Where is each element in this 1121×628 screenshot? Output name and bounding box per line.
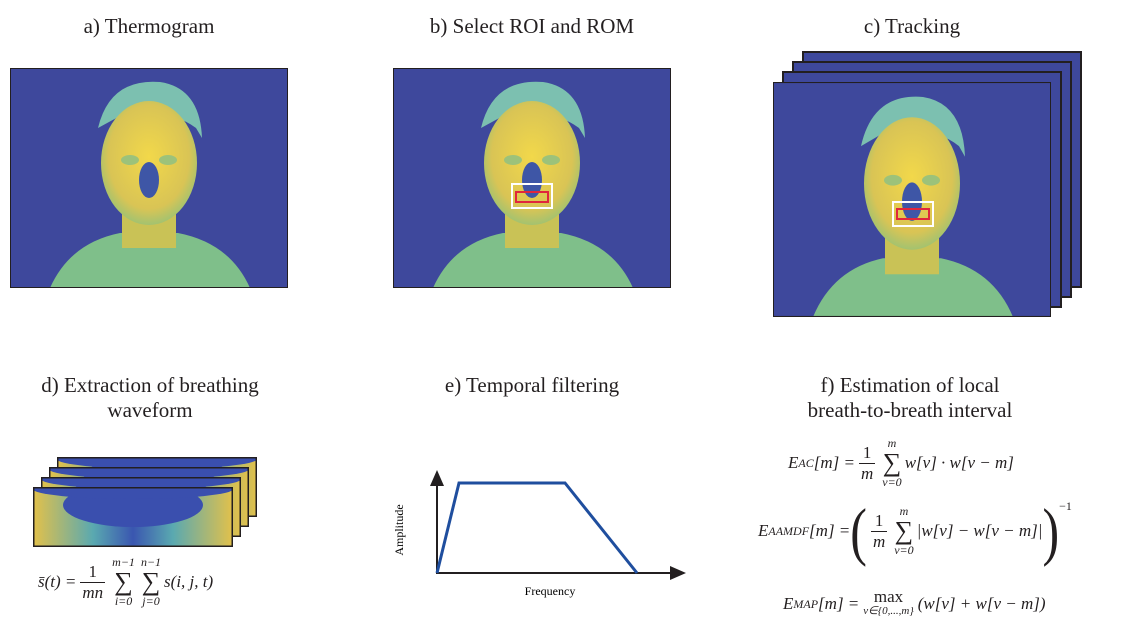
- panel-title: d) Extraction of breathing waveform: [25, 373, 275, 423]
- bracket: (: [850, 499, 867, 564]
- panel-title: e) Temporal filtering: [412, 373, 652, 398]
- denominator: mn: [80, 582, 105, 603]
- sum: m∑v=0: [882, 437, 901, 489]
- sum-sign: ∑: [142, 569, 161, 595]
- arrow: [670, 566, 686, 580]
- subscript: MAP: [793, 597, 818, 612]
- denominator: m: [859, 463, 875, 484]
- formula-term: [m] =: [814, 453, 855, 473]
- y-axis-label: Amplitude: [392, 504, 406, 555]
- formula-term: E: [788, 453, 798, 473]
- panel-title: c) Tracking: [812, 14, 1012, 39]
- formula-term: |w[v] − w[v − m]|: [917, 521, 1043, 541]
- operator: max: [874, 590, 903, 604]
- filter-response: [437, 483, 637, 573]
- sum-sign: ∑: [114, 569, 133, 595]
- panel-title: b) Select ROI and ROM: [382, 14, 682, 39]
- formula-term: E: [758, 521, 768, 541]
- thermogram: [773, 82, 1051, 317]
- sum-sign: ∑: [895, 518, 914, 544]
- formula-term: E: [783, 594, 793, 614]
- denominator: m: [871, 531, 887, 552]
- figure: Amplitude Frequency a) Thermogram b) Sel…: [0, 0, 1121, 628]
- panel-title: f) Estimation of local breath-to-breath …: [790, 373, 1030, 423]
- sum-bottom: i=0: [115, 595, 132, 608]
- sum-bottom: v=0: [894, 544, 913, 557]
- sum-bottom: j=0: [142, 595, 159, 608]
- exponent: −1: [1059, 499, 1072, 514]
- sum-sign: ∑: [883, 450, 902, 476]
- subscript: AAMDF: [768, 524, 809, 539]
- numerator: 1: [863, 443, 872, 463]
- formula-term: s̄(t) =: [38, 572, 76, 592]
- sum: m∑v=0: [894, 505, 913, 557]
- sum: n−1∑j=0: [141, 556, 161, 608]
- arrow: [430, 470, 444, 486]
- formula-term: s(i, j, t): [164, 572, 213, 592]
- panel-title: a) Thermogram: [49, 14, 249, 39]
- thermogram: [393, 68, 671, 288]
- numerator: 1: [89, 562, 98, 582]
- x-axis-label: Frequency: [525, 584, 576, 598]
- subscript: AC: [798, 456, 813, 471]
- sum: m−1∑i=0: [112, 556, 135, 608]
- operator-limit: v∈{0,...,m}: [863, 604, 913, 618]
- formula-term: (w[v] + w[v − m]): [918, 594, 1046, 614]
- formula-term: [m] =: [809, 521, 850, 541]
- formula-term: [m] =: [818, 594, 859, 614]
- bracket: ): [1042, 499, 1059, 564]
- formula-term: w[v] · w[v − m]: [905, 453, 1014, 473]
- strip: [33, 479, 233, 547]
- sum-bottom: v=0: [882, 476, 901, 489]
- thermogram: [10, 68, 288, 288]
- numerator: 1: [875, 511, 884, 531]
